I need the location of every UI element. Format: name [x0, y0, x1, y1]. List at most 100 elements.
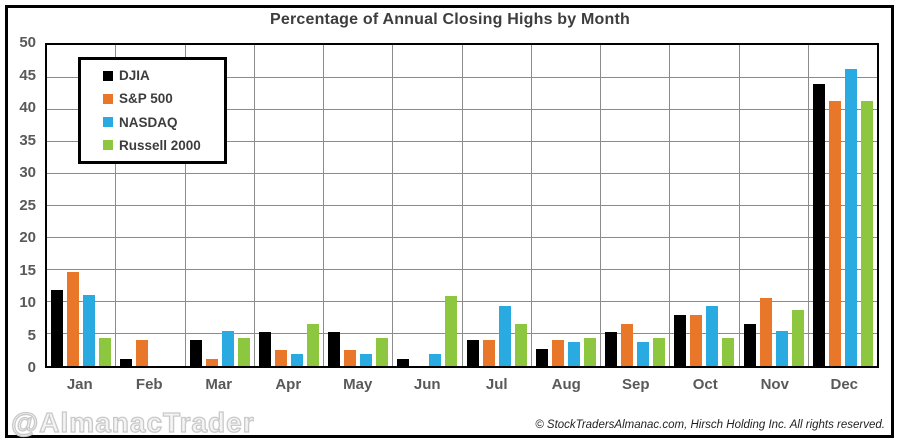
x-axis-labels: Jan Feb Mar Apr May Jun Jul Aug Sep Oct Nov Dec	[45, 376, 879, 393]
bar	[722, 338, 735, 366]
month-column-jun	[393, 45, 463, 366]
bar	[136, 340, 149, 366]
legend-label: S&P 500	[119, 91, 173, 107]
bar	[674, 315, 687, 366]
watermark: @AlmanacTrader	[10, 407, 255, 438]
legend-item: Russell 2000	[103, 138, 224, 153]
bar	[67, 272, 80, 366]
y-tick-label: 5	[27, 326, 36, 344]
bar	[812, 83, 825, 366]
bar	[535, 349, 548, 366]
x-tick-label: May	[343, 376, 373, 393]
bar	[290, 354, 303, 366]
bar	[583, 338, 596, 366]
legend-item: NASDAQ	[103, 115, 224, 130]
x-tick-label: Nov	[760, 376, 789, 393]
copyright-text: © StockTradersAlmanac.com, Hirsch Holdin…	[535, 419, 885, 431]
y-tick-label: 10	[19, 294, 36, 311]
bar	[551, 340, 564, 366]
y-axis-labels: 0 5 10 15 20 25 30 35 40 45 50	[0, 34, 39, 376]
y-tick-label: 45	[19, 66, 36, 84]
bar	[328, 331, 341, 366]
x-tick-label: Mar	[205, 376, 233, 393]
legend: DJIA S&P 500 NASDAQ Russell 2000	[78, 57, 227, 164]
y-tick-label: 25	[19, 196, 36, 214]
x-tick-label: Dec	[830, 376, 859, 393]
bar	[860, 100, 873, 366]
chart-title: Percentage of Annual Closing Highs by Mo…	[269, 11, 631, 28]
bar	[221, 330, 234, 366]
month-column-may	[324, 45, 394, 366]
bar	[83, 294, 96, 366]
x-tick-label: Jun	[413, 376, 441, 393]
bar	[690, 314, 703, 366]
bar	[844, 68, 857, 366]
x-tick-label: Aug	[551, 376, 581, 393]
month-column-nov	[740, 45, 809, 366]
bar	[498, 306, 511, 366]
month-column-sep	[601, 45, 671, 366]
x-tick-label: Feb	[135, 376, 163, 393]
legend-label: NASDAQ	[119, 114, 178, 130]
bar	[567, 342, 580, 366]
bar	[189, 340, 202, 366]
bar	[621, 323, 634, 366]
bar	[743, 323, 756, 366]
bar	[397, 358, 410, 366]
x-tick-label: Oct	[692, 376, 718, 393]
month-column-mar	[186, 45, 255, 366]
legend-swatch-icon	[103, 93, 113, 104]
month-column-jan	[47, 45, 117, 366]
month-column-jul	[463, 45, 532, 366]
month-column-feb	[116, 45, 186, 366]
bar	[237, 338, 250, 366]
x-tick-label: Apr	[275, 376, 302, 393]
bar	[514, 324, 527, 366]
x-tick-label: Sep	[621, 376, 650, 393]
x-tick-label: Jan	[66, 376, 93, 393]
bar	[605, 331, 618, 366]
bar	[653, 338, 666, 366]
bar	[482, 340, 495, 366]
bar	[637, 342, 650, 366]
legend-label: Russell 2000	[119, 137, 201, 153]
bar	[344, 349, 357, 366]
month-column-apr	[255, 45, 324, 366]
bar	[828, 100, 841, 366]
x-tick-label: Jul	[485, 376, 508, 393]
legend-item: DJIA	[103, 68, 224, 83]
bar-groups	[47, 45, 877, 366]
bar	[360, 354, 373, 366]
y-tick-label: 20	[19, 229, 36, 246]
y-tick-label: 15	[19, 261, 36, 279]
legend-swatch-icon	[103, 117, 113, 128]
legend-item: S&P 500	[103, 91, 224, 106]
bar	[429, 354, 442, 366]
bar	[706, 306, 719, 366]
y-tick-label: 50	[19, 34, 36, 51]
bar	[274, 349, 287, 366]
month-column-oct	[670, 45, 740, 366]
legend-label: DJIA	[119, 68, 150, 84]
bar	[205, 358, 218, 366]
bar	[445, 296, 458, 366]
plot-area	[45, 43, 879, 368]
legend-swatch-icon	[103, 70, 113, 81]
bar	[306, 324, 319, 366]
y-tick-label: 30	[19, 164, 36, 181]
bar	[120, 358, 133, 366]
bar	[51, 289, 64, 366]
bar	[258, 331, 271, 366]
legend-swatch-icon	[103, 140, 113, 151]
bar	[791, 310, 804, 366]
bar	[466, 340, 479, 366]
bar	[376, 338, 389, 366]
month-column-aug	[532, 45, 601, 366]
y-tick-label: 35	[19, 131, 36, 149]
bar	[759, 297, 772, 366]
bar	[775, 330, 788, 366]
bar	[99, 338, 112, 366]
y-tick-label: 40	[19, 99, 36, 116]
y-tick-label: 0	[27, 359, 36, 376]
